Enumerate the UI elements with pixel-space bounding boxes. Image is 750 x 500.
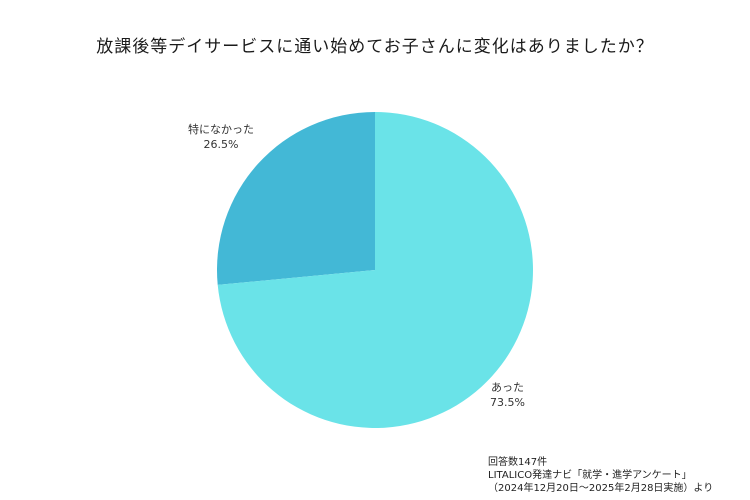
- slice-label-nashi: 特になかった 26.5%: [188, 122, 254, 152]
- slice-value-nashi: 26.5%: [203, 138, 239, 151]
- source-name: LITALICO発達ナビ「就学・進学アンケート」: [488, 470, 692, 481]
- pie-slice-0: [216, 111, 375, 285]
- slice-name-nashi: 特になかった: [188, 123, 254, 136]
- pie-slice-1: [217, 112, 533, 429]
- slice-value-atta: 73.5%: [490, 396, 525, 409]
- source-note: 回答数147件 LITALICO発達ナビ「就学・進学アンケート」 （2024年1…: [488, 456, 713, 495]
- response-count: 回答数147件: [488, 457, 548, 468]
- survey-period: （2024年12月20日～2025年2月28日実施）より: [488, 483, 714, 494]
- slice-name-atta: あった: [490, 381, 524, 394]
- chart-title: 放課後等デイサービスに通い始めてお子さんに変化はありましたか？: [96, 37, 654, 57]
- slice-label-atta: あった 73.5%: [490, 380, 525, 410]
